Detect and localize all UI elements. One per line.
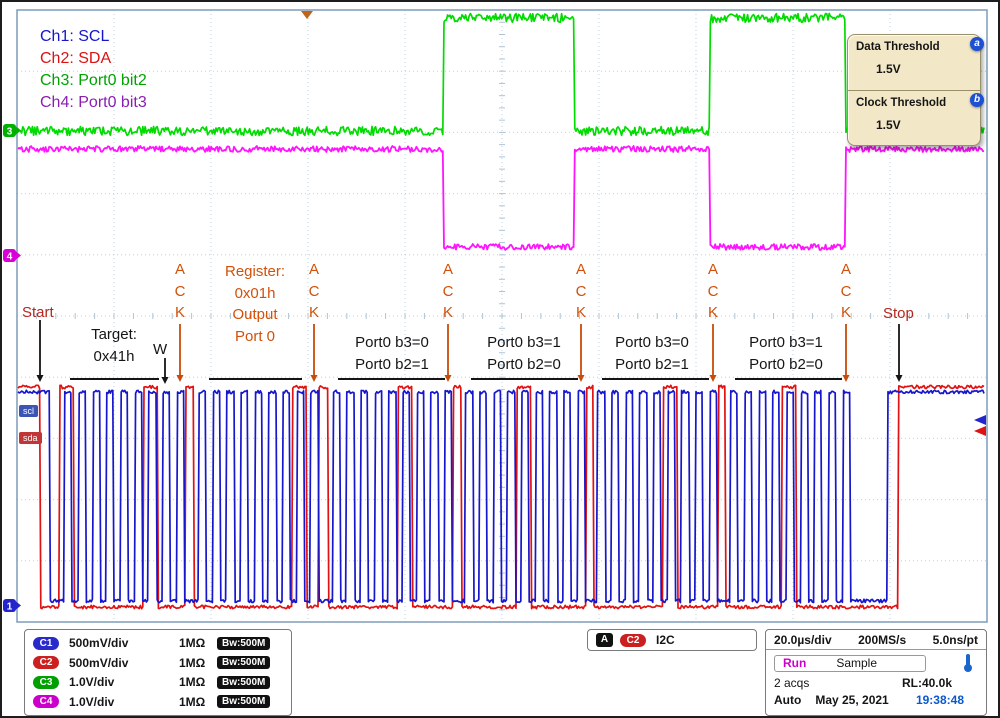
- run-status-row: Run Sample: [766, 650, 986, 673]
- sample-rate-readout: 200MS/s: [858, 633, 907, 647]
- threshold-panel: Data Threshold 1.5V a Clock Threshold 1.…: [847, 34, 984, 146]
- vertical-readout-panel: C1 500mV/div 1MΩ Bw:500M C2 500mV/div 1M…: [24, 629, 292, 716]
- channel-legend: Ch1: SCL Ch2: SDA Ch3: Port0 bit2 Ch4: P…: [40, 26, 147, 114]
- data-byte-label-4: Port0 b3=1 Port0 b2=0: [749, 334, 823, 373]
- channel-3-marker[interactable]: [3, 124, 16, 137]
- trigger-readout[interactable]: A C2 I2C: [587, 629, 757, 651]
- data-byte-label-2: Port0 b3=1 Port0 b2=0: [487, 334, 561, 373]
- ch3-bandwidth: Bw:500M: [217, 675, 271, 689]
- ch4-scale: 1.0V/div: [69, 694, 115, 709]
- ack-label-6: A C K: [840, 261, 852, 321]
- channel-3-readout-row[interactable]: C3 1.0V/div 1MΩ Bw:500M: [33, 673, 283, 691]
- horizontal-readout-row[interactable]: 20.0µs/div 200MS/s 5.0ns/pt: [766, 630, 986, 650]
- svg-text:4: 4: [7, 252, 13, 263]
- ch2-bandwidth: Bw:500M: [217, 656, 271, 670]
- ch4-port0-bit3-trace: [17, 145, 985, 251]
- channel-4-readout-row[interactable]: C4 1.0V/div 1MΩ Bw:500M: [33, 693, 283, 711]
- ch4-bandwidth: Bw:500M: [217, 695, 271, 709]
- clock-threshold-section[interactable]: Clock Threshold 1.5V b: [848, 90, 984, 145]
- resolution-readout: 5.0ns/pt: [932, 633, 978, 647]
- legend-ch4: Ch4: Port0 bit3: [40, 94, 147, 111]
- channel-2-readout-row[interactable]: C2 500mV/div 1MΩ Bw:500M: [33, 654, 283, 672]
- svg-text:3: 3: [7, 127, 13, 138]
- legend-ch1: Ch1: SCL: [40, 28, 110, 45]
- clock-threshold-value: 1.5V: [876, 118, 901, 132]
- ch4-badge[interactable]: C4: [33, 695, 59, 709]
- time-readout: 19:38:48: [915, 693, 964, 707]
- ack-label-5: A C K: [707, 261, 719, 321]
- memory-indicator-icon: [962, 653, 974, 673]
- date-readout: May 25, 2021: [815, 693, 889, 707]
- legend-ch2: Ch2: SDA: [40, 50, 112, 67]
- ch3-badge[interactable]: C3: [33, 675, 59, 689]
- data-threshold-value: 1.5V: [876, 62, 901, 76]
- trigger-mode: Auto: [774, 693, 802, 707]
- graticule-frame: [16, 9, 988, 623]
- acquisition-state: Run: [783, 656, 807, 670]
- channel-1-readout-row[interactable]: C1 500mV/div 1MΩ Bw:500M: [33, 634, 283, 652]
- write-bit-label: W: [153, 341, 168, 358]
- channel-1-marker[interactable]: [3, 599, 16, 612]
- trigger-a-badge: A: [596, 633, 613, 647]
- scl-bus-tag: scl: [19, 405, 38, 417]
- timebase-readout: 20.0µs/div: [774, 633, 832, 647]
- data-byte-label-1: Port0 b3=0 Port0 b2=1: [355, 334, 429, 373]
- ch3-scale: 1.0V/div: [69, 675, 115, 690]
- ch1-scl-trace: [17, 389, 985, 604]
- callout-a-badge: a: [970, 37, 984, 51]
- register-label: Register: 0x01h Output Port 0: [224, 263, 286, 345]
- run-sample-box[interactable]: Run Sample: [774, 654, 926, 672]
- legend-ch3: Ch3: Port0 bit2: [40, 72, 147, 89]
- data-threshold-section[interactable]: Data Threshold 1.5V a: [848, 35, 984, 90]
- sda-bus-tag: sda: [19, 432, 42, 444]
- ch3-port0-bit2-trace: [17, 12, 985, 137]
- target-address-label: Target: 0x41h: [91, 326, 137, 365]
- ch2-impedance: 1MΩ: [179, 655, 206, 670]
- record-length: RL:40.0k: [901, 676, 952, 690]
- ack-label-2: A C K: [308, 261, 320, 321]
- ch2-scale: 500mV/div: [69, 655, 129, 670]
- clock-threshold-label: Clock Threshold: [856, 97, 947, 109]
- ch1-badge[interactable]: C1: [33, 636, 59, 650]
- data-byte-label-3: Port0 b3=0 Port0 b2=1: [615, 334, 689, 373]
- trigger-type-label: I2C: [656, 633, 675, 647]
- ch1-impedance: 1MΩ: [179, 636, 206, 650]
- acqs-row: 2 acqs RL:40.0k: [766, 673, 986, 690]
- ch2-sda-trace: [17, 384, 985, 610]
- start-label: Start: [22, 304, 54, 321]
- ack-label-4: A C K: [575, 261, 587, 321]
- stop-label: Stop: [883, 305, 914, 322]
- data-threshold-label: Data Threshold: [856, 41, 940, 53]
- ack-label-1: A C K: [174, 261, 186, 321]
- ch4-impedance: 1MΩ: [179, 694, 206, 709]
- svg-text:1: 1: [7, 602, 13, 613]
- ch3-impedance: 1MΩ: [179, 675, 206, 690]
- ch1-level-arrow[interactable]: [974, 415, 986, 425]
- ch2-level-arrow[interactable]: [974, 426, 986, 436]
- acquisition-readout-panel: 20.0µs/div 200MS/s 5.0ns/pt Run Sample 2…: [765, 629, 987, 716]
- trigger-source-badge: C2: [620, 633, 646, 647]
- ch1-bandwidth: Bw:500M: [217, 636, 271, 650]
- callout-b-badge: b: [970, 93, 984, 107]
- acquisition-mode: Sample: [836, 656, 878, 670]
- acqs-count: 2 acqs: [774, 676, 810, 690]
- ack-label-3: A C K: [442, 261, 454, 321]
- datetime-row: Auto May 25, 2021 19:38:48: [766, 690, 986, 707]
- ch2-badge[interactable]: C2: [33, 656, 59, 670]
- channel-4-marker[interactable]: [3, 249, 16, 262]
- trigger-position-marker[interactable]: [301, 11, 313, 19]
- ch1-scale: 500mV/div: [69, 636, 129, 650]
